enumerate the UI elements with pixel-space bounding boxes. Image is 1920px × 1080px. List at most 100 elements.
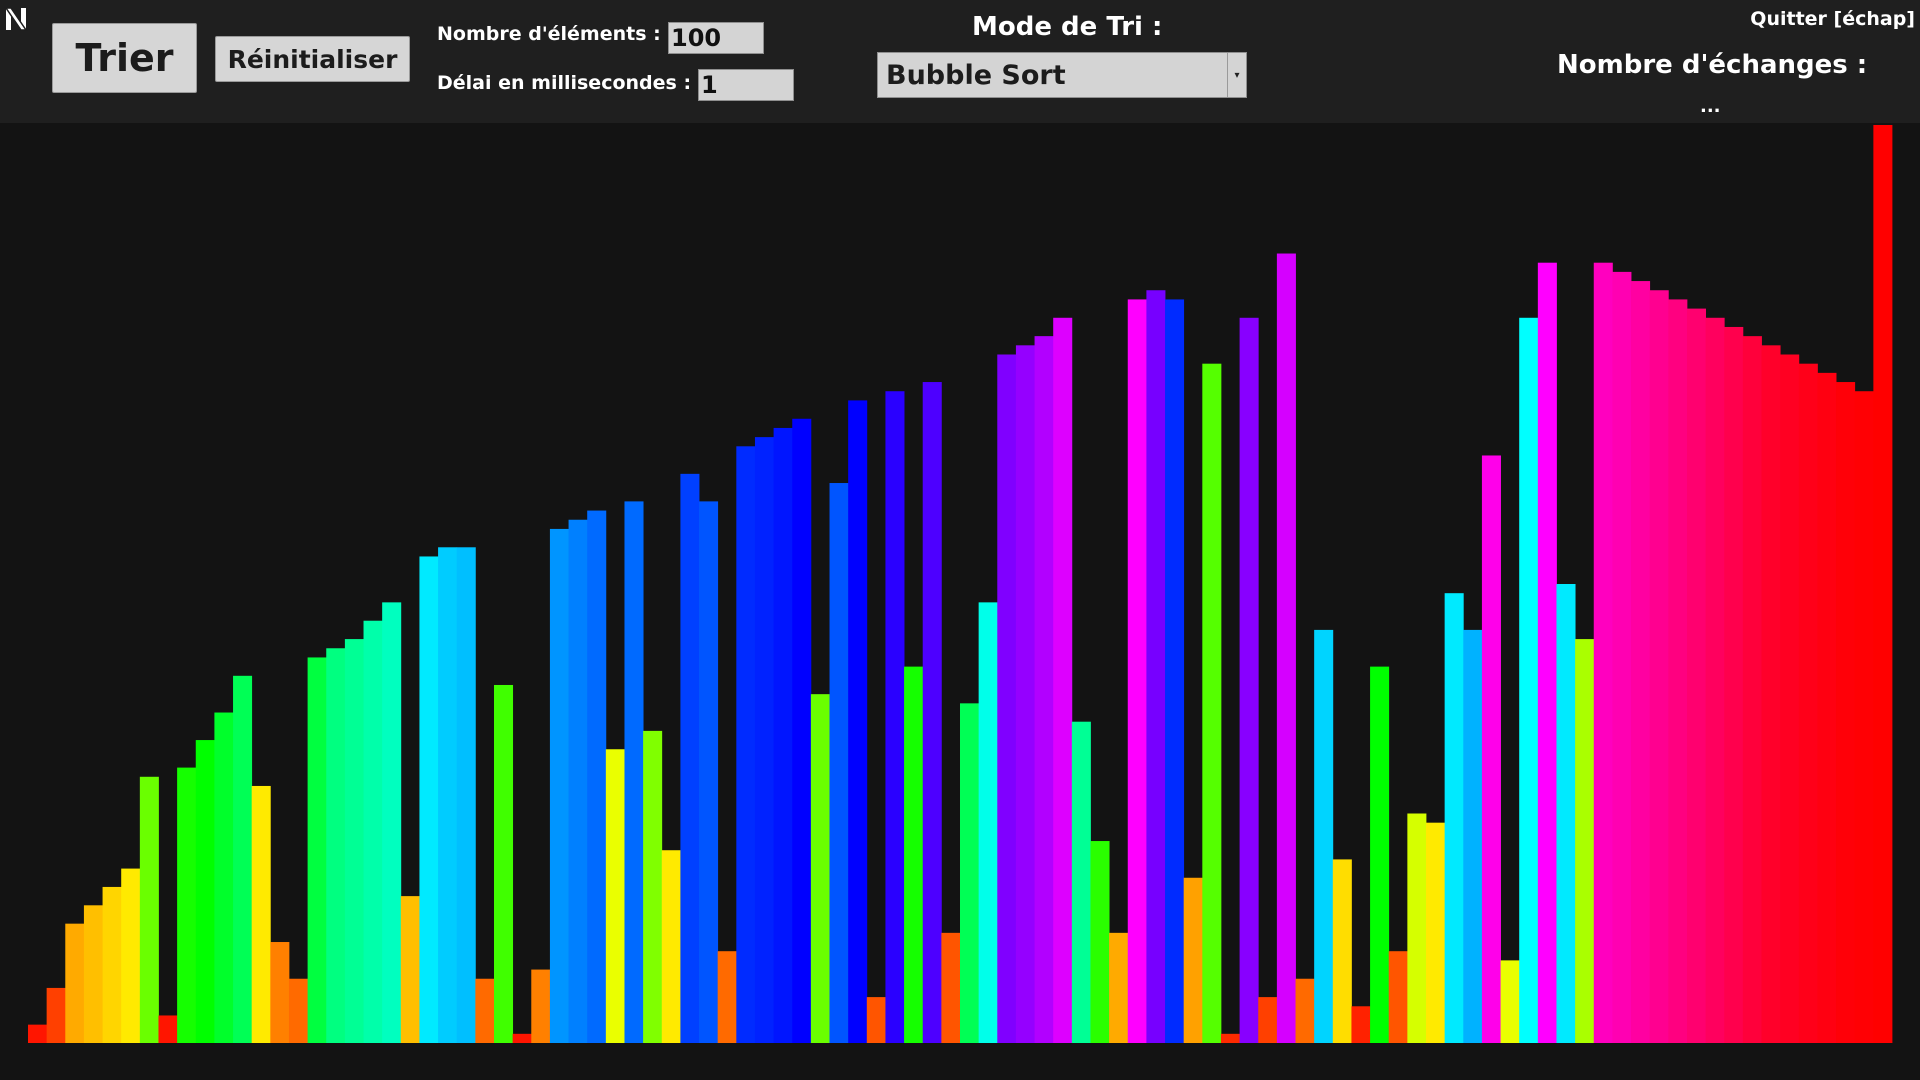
bar-64 (1220, 1033, 1240, 1043)
bar-11 (233, 675, 253, 1043)
bar-30 (587, 510, 607, 1043)
bottom-margin (0, 1043, 1920, 1080)
bar-46 (885, 391, 905, 1043)
sort-mode-select[interactable]: Bubble Sort ▾ (877, 52, 1247, 98)
sort-mode-value: Bubble Sort (886, 59, 1066, 91)
bar-16 (326, 648, 346, 1043)
bar-79 (1500, 960, 1520, 1043)
bar-59 (1127, 299, 1147, 1043)
bar-78 (1481, 455, 1501, 1043)
bar-76 (1444, 593, 1464, 1043)
bar-95 (1798, 363, 1818, 1043)
bar-74 (1407, 813, 1427, 1043)
sort-mode-label: Mode de Tri : (972, 12, 1163, 42)
sort-button[interactable]: Trier (52, 23, 197, 93)
bar-87 (1649, 290, 1669, 1043)
bar-34 (661, 850, 681, 1043)
bar-29 (568, 519, 588, 1043)
bar-42 (810, 694, 830, 1043)
bar-89 (1686, 308, 1706, 1043)
bar-99 (1873, 125, 1893, 1043)
bar-4 (102, 886, 122, 1043)
bar-91 (1724, 326, 1744, 1043)
bar-25 (494, 684, 514, 1043)
reset-button[interactable]: Réinitialiser (215, 36, 410, 82)
bar-71 (1351, 1006, 1371, 1043)
bar-60 (1146, 290, 1166, 1043)
delay-input[interactable] (698, 69, 794, 101)
bar-57 (1090, 841, 1110, 1043)
bar-67 (1276, 253, 1296, 1043)
bar-3 (83, 905, 103, 1043)
bar-10 (214, 712, 234, 1043)
bar-86 (1631, 281, 1651, 1043)
bar-28 (549, 528, 569, 1043)
bar-85 (1612, 271, 1632, 1043)
bar-33 (643, 730, 663, 1043)
bar-26 (512, 1033, 532, 1043)
bar-62 (1183, 877, 1203, 1043)
bar-90 (1705, 317, 1725, 1043)
bar-69 (1314, 629, 1334, 1043)
bar-6 (139, 776, 159, 1043)
bar-77 (1463, 629, 1483, 1043)
bar-43 (829, 483, 849, 1043)
element-count-input[interactable] (668, 22, 764, 54)
bar-93 (1761, 345, 1781, 1043)
bar-35 (680, 473, 700, 1043)
app-logo-icon (4, 7, 28, 31)
bar-36 (699, 501, 719, 1043)
bar-5 (121, 868, 141, 1043)
bar-9 (195, 740, 215, 1043)
bar-54 (1034, 336, 1054, 1043)
bar-50 (960, 703, 980, 1043)
bar-41 (792, 418, 812, 1043)
bar-17 (344, 639, 364, 1043)
bar-31 (605, 749, 625, 1043)
bar-70 (1332, 859, 1352, 1043)
bar-15 (307, 657, 327, 1043)
bar-97 (1836, 382, 1856, 1043)
bar-53 (1015, 345, 1035, 1043)
bar-52 (997, 354, 1017, 1043)
bar-72 (1370, 666, 1390, 1043)
bar-49 (941, 932, 961, 1043)
bar-18 (363, 620, 383, 1043)
bar-80 (1519, 317, 1539, 1043)
bar-94 (1780, 354, 1800, 1043)
bar-22 (438, 547, 458, 1043)
toolbar: Trier Réinitialiser Nombre d'éléments : … (0, 0, 1920, 123)
bar-83 (1575, 639, 1595, 1043)
bar-61 (1165, 299, 1185, 1043)
element-count-label: Nombre d'éléments : (437, 23, 661, 45)
bar-55 (1053, 317, 1073, 1043)
bar-19 (382, 602, 402, 1043)
bar-84 (1593, 262, 1613, 1043)
sort-visualization-chart (0, 123, 1920, 1043)
bar-58 (1109, 932, 1129, 1043)
swap-count-label: Nombre d'échanges : (1557, 50, 1868, 80)
bar-47 (904, 666, 924, 1043)
bar-1 (46, 987, 66, 1043)
bar-73 (1388, 951, 1408, 1043)
bar-32 (624, 501, 644, 1043)
bar-40 (773, 427, 793, 1043)
bar-39 (754, 437, 774, 1043)
bar-37 (717, 951, 737, 1043)
swap-count-value: ... (1700, 96, 1721, 117)
bar-63 (1202, 363, 1222, 1043)
bar-20 (400, 896, 420, 1043)
bar-48 (922, 382, 942, 1043)
bar-23 (456, 547, 476, 1043)
bar-81 (1537, 262, 1557, 1043)
quit-link[interactable]: Quitter [échap] (1750, 8, 1915, 30)
bar-51 (978, 602, 998, 1043)
bar-8 (177, 767, 197, 1043)
chevron-down-icon[interactable]: ▾ (1227, 53, 1246, 97)
bar-2 (65, 923, 85, 1043)
bar-92 (1742, 336, 1762, 1043)
bar-66 (1258, 997, 1278, 1043)
bar-98 (1854, 391, 1874, 1043)
bar-7 (158, 1015, 178, 1043)
bar-0 (28, 1024, 48, 1043)
